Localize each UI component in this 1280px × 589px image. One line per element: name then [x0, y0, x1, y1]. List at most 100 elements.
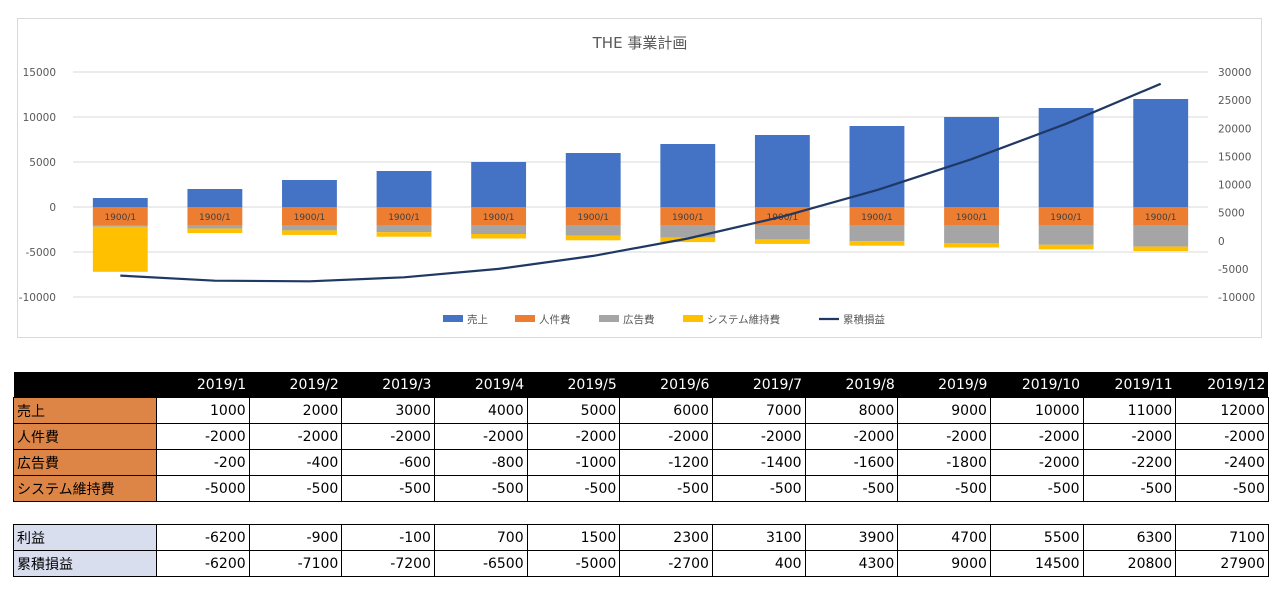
value-cell[interactable]: 4300 — [805, 550, 899, 577]
value-cell[interactable]: -1200 — [619, 449, 713, 476]
value-cell[interactable]: -2000 — [156, 423, 250, 450]
value-cell[interactable]: 27900 — [1175, 550, 1269, 577]
empty-cell[interactable] — [341, 501, 435, 525]
value-cell[interactable]: -2000 — [434, 423, 528, 450]
value-cell[interactable]: -500 — [619, 475, 713, 502]
value-cell[interactable]: -500 — [1083, 475, 1177, 502]
month-header-cell[interactable]: 2019/7 — [712, 372, 806, 398]
empty-cell[interactable] — [712, 501, 806, 525]
value-cell[interactable]: -100 — [341, 524, 435, 551]
empty-cell[interactable] — [156, 501, 250, 525]
value-cell[interactable]: -2000 — [1175, 423, 1269, 450]
month-header-cell[interactable]: 2019/6 — [619, 372, 713, 398]
value-cell[interactable]: -2000 — [527, 423, 621, 450]
value-cell[interactable]: 5000 — [527, 397, 621, 424]
value-cell[interactable]: 400 — [712, 550, 806, 577]
value-cell[interactable]: -2400 — [1175, 449, 1269, 476]
value-cell[interactable]: 700 — [434, 524, 528, 551]
month-header-cell[interactable]: 2019/4 — [434, 372, 528, 398]
chart-area[interactable]: THE 事業計画 15000 10000 5000 0 -5000 -10000 30000 2… — [17, 18, 1262, 338]
value-cell[interactable]: -1800 — [897, 449, 991, 476]
value-cell[interactable]: -1000 — [527, 449, 621, 476]
header-corner-cell[interactable] — [13, 372, 157, 398]
month-header-cell[interactable]: 2019/2 — [249, 372, 342, 398]
value-cell[interactable]: -2000 — [712, 423, 806, 450]
value-cell[interactable]: 6300 — [1083, 524, 1177, 551]
empty-cell[interactable] — [434, 501, 528, 525]
value-cell[interactable]: -2200 — [1083, 449, 1177, 476]
value-cell[interactable]: 3100 — [712, 524, 806, 551]
value-cell[interactable]: -500 — [1175, 475, 1269, 502]
empty-cell[interactable] — [805, 501, 898, 525]
value-cell[interactable]: -1400 — [712, 449, 806, 476]
month-header-cell[interactable]: 2019/1 — [156, 372, 250, 398]
value-cell[interactable]: -2000 — [990, 423, 1084, 450]
value-cell[interactable]: -7200 — [341, 550, 435, 577]
value-cell[interactable]: -500 — [434, 475, 528, 502]
month-header-cell[interactable]: 2019/11 — [1083, 372, 1176, 398]
empty-cell[interactable] — [1083, 501, 1176, 525]
value-cell[interactable]: -2000 — [897, 423, 991, 450]
month-header-cell[interactable]: 2019/10 — [990, 372, 1084, 398]
value-cell[interactable]: 10000 — [990, 397, 1084, 424]
value-cell[interactable]: 7100 — [1175, 524, 1269, 551]
value-cell[interactable]: 3900 — [805, 524, 899, 551]
value-cell[interactable]: 9000 — [897, 550, 991, 577]
empty-cell[interactable] — [249, 501, 342, 525]
value-cell[interactable]: -200 — [156, 449, 250, 476]
row-label-cell[interactable]: 利益 — [13, 524, 157, 551]
value-cell[interactable]: -2700 — [619, 550, 713, 577]
value-cell[interactable]: -6200 — [156, 524, 250, 551]
value-cell[interactable]: -900 — [249, 524, 343, 551]
value-cell[interactable]: -500 — [712, 475, 806, 502]
value-cell[interactable]: 14500 — [990, 550, 1084, 577]
empty-cell[interactable] — [990, 501, 1084, 525]
value-cell[interactable]: -500 — [341, 475, 435, 502]
value-cell[interactable]: 1500 — [527, 524, 621, 551]
value-cell[interactable]: -1600 — [805, 449, 899, 476]
value-cell[interactable]: 3000 — [341, 397, 435, 424]
row-label-cell[interactable]: 広告費 — [13, 449, 157, 476]
empty-cell[interactable] — [619, 501, 713, 525]
value-cell[interactable]: 1000 — [156, 397, 250, 424]
value-cell[interactable]: -2000 — [619, 423, 713, 450]
empty-cell[interactable] — [13, 501, 157, 525]
value-cell[interactable]: 12000 — [1175, 397, 1269, 424]
value-cell[interactable]: -2000 — [341, 423, 435, 450]
value-cell[interactable]: -2000 — [805, 423, 899, 450]
month-header-cell[interactable]: 2019/8 — [805, 372, 898, 398]
value-cell[interactable]: -600 — [341, 449, 435, 476]
value-cell[interactable]: 7000 — [712, 397, 806, 424]
value-cell[interactable]: -7100 — [249, 550, 343, 577]
value-cell[interactable]: -6500 — [434, 550, 528, 577]
row-label-cell[interactable]: 累積損益 — [13, 550, 157, 577]
value-cell[interactable]: -500 — [527, 475, 621, 502]
value-cell[interactable]: -2000 — [249, 423, 343, 450]
value-cell[interactable]: -6200 — [156, 550, 250, 577]
value-cell[interactable]: 4000 — [434, 397, 528, 424]
value-cell[interactable]: -500 — [897, 475, 991, 502]
value-cell[interactable]: 9000 — [897, 397, 991, 424]
month-header-cell[interactable]: 2019/9 — [897, 372, 991, 398]
value-cell[interactable]: 8000 — [805, 397, 899, 424]
row-label-cell[interactable]: 人件費 — [13, 423, 157, 450]
value-cell[interactable]: 6000 — [619, 397, 713, 424]
value-cell[interactable]: -800 — [434, 449, 528, 476]
empty-cell[interactable] — [527, 501, 620, 525]
value-cell[interactable]: 5500 — [990, 524, 1084, 551]
value-cell[interactable]: 2000 — [249, 397, 343, 424]
value-cell[interactable]: -2000 — [990, 449, 1084, 476]
value-cell[interactable]: 11000 — [1083, 397, 1177, 424]
month-header-cell[interactable]: 2019/3 — [341, 372, 435, 398]
value-cell[interactable]: -500 — [805, 475, 899, 502]
value-cell[interactable]: 2300 — [619, 524, 713, 551]
value-cell[interactable]: 20800 — [1083, 550, 1177, 577]
value-cell[interactable]: -5000 — [527, 550, 621, 577]
value-cell[interactable]: -500 — [249, 475, 343, 502]
row-label-cell[interactable]: 売上 — [13, 397, 157, 424]
month-header-cell[interactable]: 2019/12 — [1175, 372, 1269, 398]
value-cell[interactable]: 4700 — [897, 524, 991, 551]
value-cell[interactable]: -2000 — [1083, 423, 1177, 450]
empty-cell[interactable] — [1175, 501, 1269, 525]
empty-cell[interactable] — [897, 501, 991, 525]
